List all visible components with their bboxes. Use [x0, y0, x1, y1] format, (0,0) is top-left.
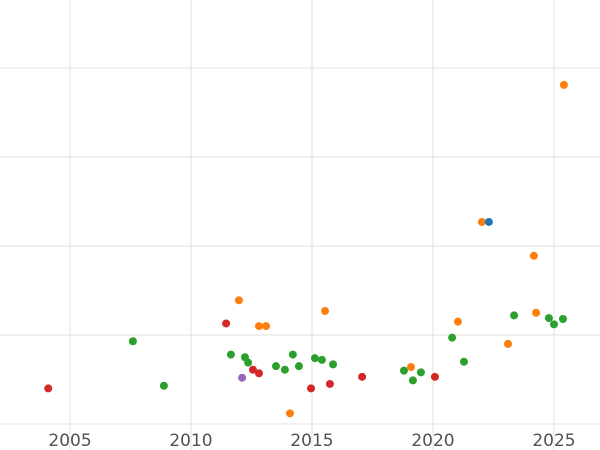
data-point-green-series [159, 381, 168, 390]
data-point-orange-series [504, 339, 513, 348]
data-point-green-series [288, 350, 297, 359]
data-point-purple-series [238, 373, 247, 382]
data-point-green-series [271, 362, 280, 371]
data-point-green-series [544, 314, 553, 323]
data-point-red-series [44, 384, 53, 393]
data-point-green-series [558, 314, 567, 323]
data-point-green-series [294, 362, 303, 371]
data-point-green-series [244, 358, 253, 367]
data-point-green-series [329, 360, 338, 369]
data-point-red-series [248, 365, 257, 374]
data-point-red-series [307, 384, 316, 393]
data-point-orange-series [477, 217, 486, 226]
data-point-orange-series [285, 409, 294, 418]
x-tick-label: 2015 [290, 431, 333, 450]
data-point-green-series [408, 376, 417, 385]
data-point-blue-series [484, 217, 493, 226]
data-point-green-series [416, 368, 425, 377]
data-point-orange-series [453, 317, 462, 326]
data-point-orange-series [255, 322, 264, 331]
data-point-green-series [448, 333, 457, 342]
data-point-red-series [255, 369, 264, 378]
data-point-orange-series [262, 322, 271, 331]
data-point-green-series [510, 311, 519, 320]
data-point-green-series [399, 366, 408, 375]
data-point-red-series [430, 372, 439, 381]
x-tick-label: 2020 [411, 431, 454, 450]
data-point-green-series [549, 320, 558, 329]
data-point-red-series [222, 319, 231, 328]
data-point-green-series [226, 350, 235, 359]
data-point-green-series [310, 354, 319, 363]
data-point-red-series [325, 379, 334, 388]
data-point-orange-series [321, 306, 330, 315]
data-point-orange-series [532, 308, 541, 317]
x-tick-label: 2010 [169, 431, 212, 450]
data-point-green-series [280, 365, 289, 374]
data-point-green-series [317, 355, 326, 364]
data-point-orange-series [529, 251, 538, 260]
data-point-orange-series [559, 80, 568, 89]
data-point-green-series [459, 357, 468, 366]
x-tick-label: 2005 [48, 431, 91, 450]
data-point-orange-series [406, 363, 415, 372]
data-point-green-series [128, 337, 137, 346]
data-point-red-series [358, 372, 367, 381]
data-point-orange-series [234, 296, 243, 305]
x-tick-label: 2025 [532, 431, 575, 450]
